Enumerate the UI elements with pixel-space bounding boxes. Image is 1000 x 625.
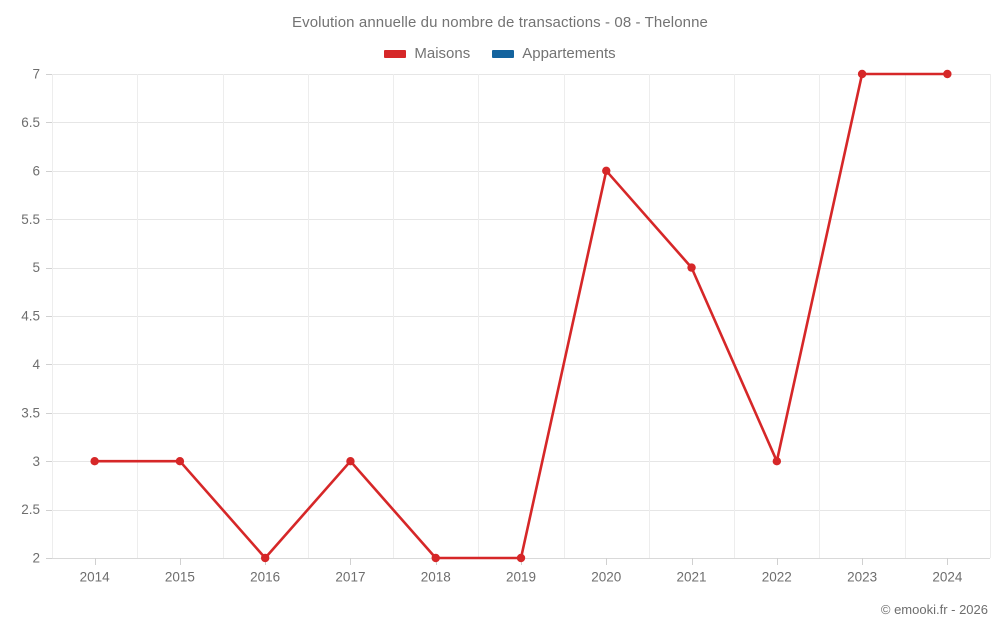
- x-axis-tick-labels: 2014 2015 2016 2017 2018 2019 2020 2021 2022 2023…: [80, 570, 963, 585]
- chart-legend: Maisons Appartements: [0, 45, 1000, 62]
- data-point-marker[interactable]: [687, 263, 696, 272]
- y-axis-tick-label: 5.5: [21, 212, 40, 227]
- x-axis-tick-label: 2021: [677, 570, 707, 585]
- legend-item-maisons[interactable]: Maisons: [384, 45, 470, 62]
- x-axis-tick-label: 2016: [250, 570, 280, 585]
- data-point-marker[interactable]: [90, 457, 99, 466]
- legend-swatch-maisons: [384, 49, 407, 58]
- y-axis-tick-label: 7: [32, 67, 40, 82]
- data-point-marker[interactable]: [943, 69, 952, 79]
- x-axis-tick-label: 2024: [932, 570, 963, 585]
- y-axis-tick-label: 6.5: [21, 115, 40, 130]
- legend-swatch-appartements: [492, 49, 515, 58]
- horizontal-gridlines: [52, 74, 990, 559]
- y-axis-tick-label: 3: [32, 454, 40, 469]
- x-axis-tick-label: 2018: [421, 570, 451, 585]
- y-axis-tick-label: 5: [32, 260, 40, 275]
- x-axis-tick-label: 2019: [506, 570, 536, 585]
- x-axis-tick-label: 2022: [762, 570, 792, 585]
- data-point-marker[interactable]: [516, 553, 526, 563]
- data-point-marker[interactable]: [346, 457, 355, 466]
- y-axis-tick-label: 3.5: [21, 405, 40, 420]
- data-point-marker[interactable]: [260, 553, 270, 563]
- data-point-marker[interactable]: [772, 457, 782, 466]
- series-markers: [90, 69, 952, 563]
- x-axis-tick-label: 2015: [165, 570, 195, 585]
- x-axis-tick-label: 2014: [80, 570, 111, 585]
- data-point-marker[interactable]: [431, 553, 440, 563]
- x-axis-tick-label: 2023: [847, 570, 877, 585]
- vertical-gridlines: [52, 74, 991, 558]
- y-axis-tick-label: 2.5: [21, 502, 40, 517]
- y-axis-tick-label: 4: [32, 357, 40, 372]
- legend-label-maisons: Maisons: [414, 45, 471, 62]
- data-point-marker[interactable]: [857, 69, 867, 79]
- legend-label-appartements: Appartements: [522, 45, 616, 62]
- copyright-credit: © emooki.fr - 2026: [880, 602, 988, 617]
- x-axis-tick-label: 2020: [591, 570, 621, 585]
- x-axis-tick-label: 2017: [335, 570, 365, 585]
- y-axis-tick-label: 2: [32, 551, 40, 566]
- chart-title: Evolution annuelle du nombre de transact…: [292, 14, 708, 31]
- axis-tickmarks: [46, 74, 948, 565]
- y-axis-tick-label: 6: [32, 163, 40, 178]
- y-axis-tick-label: 4.5: [21, 309, 40, 324]
- data-point-marker[interactable]: [602, 166, 611, 175]
- y-axis-tick-labels: 2 2.5 3 3.5 4 4.5 5 5.5 6 6.5 7: [21, 67, 40, 566]
- legend-item-appartements[interactable]: Appartements: [492, 45, 616, 62]
- data-point-marker[interactable]: [175, 457, 185, 466]
